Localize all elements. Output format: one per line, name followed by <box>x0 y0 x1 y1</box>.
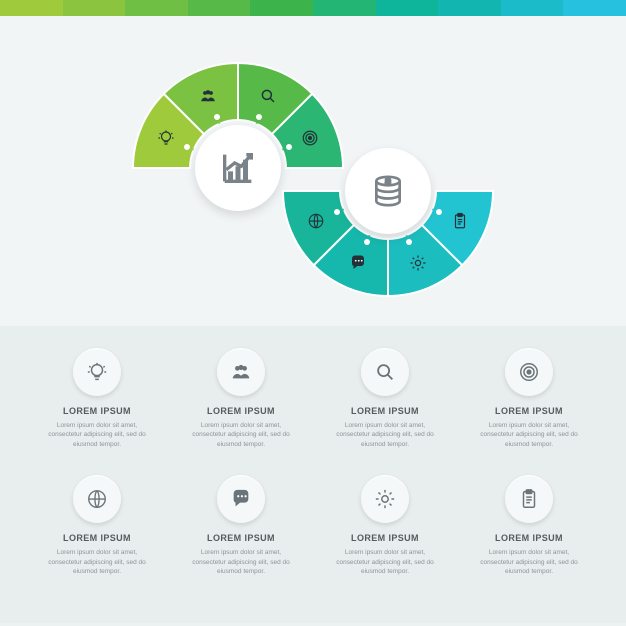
search-icon <box>361 348 409 396</box>
globe-icon <box>305 210 327 232</box>
bulb-icon <box>155 127 177 149</box>
legend-body: Lorem ipsum dolor sit amet, consectetur … <box>40 548 154 576</box>
legend-body: Lorem ipsum dolor sit amet, consectetur … <box>184 548 298 576</box>
gear-icon <box>409 254 427 272</box>
legend-title: LOREM IPSUM <box>63 406 131 416</box>
bulb-icon <box>86 361 108 383</box>
people-icon <box>199 87 217 105</box>
legend-cell: LOREM IPSUM Lorem ipsum dolor sit amet, … <box>472 475 586 576</box>
connector-dot <box>182 142 192 152</box>
connector-dot <box>254 112 264 122</box>
clipboard-icon <box>518 488 540 510</box>
connector-dot <box>284 142 294 152</box>
chat-icon <box>349 254 367 272</box>
topbar-swatch <box>125 0 188 16</box>
legend-body: Lorem ipsum dolor sit amet, consectetur … <box>472 421 586 449</box>
clipboard-icon <box>449 210 471 232</box>
connector-dot <box>404 237 414 247</box>
topbar-swatch <box>313 0 376 16</box>
legend-title: LOREM IPSUM <box>207 406 275 416</box>
gear-icon <box>407 252 429 274</box>
connector-dot <box>362 237 372 247</box>
legend-cell: LOREM IPSUM Lorem ipsum dolor sit amet, … <box>328 475 442 576</box>
legend-title: LOREM IPSUM <box>351 533 419 543</box>
legend-body: Lorem ipsum dolor sit amet, consectetur … <box>472 548 586 576</box>
chat-icon <box>217 475 265 523</box>
topbar-swatch <box>250 0 313 16</box>
topbar-swatch <box>188 0 251 16</box>
chart-icon <box>218 148 258 188</box>
target-icon <box>505 348 553 396</box>
target-icon <box>301 129 319 147</box>
target-icon <box>518 361 540 383</box>
search-icon <box>257 85 279 107</box>
legend-cell: LOREM IPSUM Lorem ipsum dolor sit amet, … <box>184 475 298 576</box>
legend-title: LOREM IPSUM <box>495 533 563 543</box>
legend-title: LOREM IPSUM <box>351 406 419 416</box>
hub-left <box>195 125 281 211</box>
search-icon <box>259 87 277 105</box>
chat-icon <box>230 488 252 510</box>
legend-body: Lorem ipsum dolor sit amet, consectetur … <box>328 421 442 449</box>
globe-icon <box>86 488 108 510</box>
legend-cell: LOREM IPSUM Lorem ipsum dolor sit amet, … <box>40 475 154 576</box>
arc-diagram <box>0 16 626 326</box>
legend-cell: LOREM IPSUM Lorem ipsum dolor sit amet, … <box>472 348 586 449</box>
topbar-swatch <box>63 0 126 16</box>
svg-text:$: $ <box>386 176 391 186</box>
clipboard-icon <box>505 475 553 523</box>
legend-title: LOREM IPSUM <box>495 406 563 416</box>
legend-body: Lorem ipsum dolor sit amet, consectetur … <box>40 421 154 449</box>
bulb-icon <box>157 129 175 147</box>
legend-title: LOREM IPSUM <box>63 533 131 543</box>
topbar-swatch <box>376 0 439 16</box>
chat-icon <box>347 252 369 274</box>
search-icon <box>374 361 396 383</box>
topbar-swatch <box>563 0 626 16</box>
legend-body: Lorem ipsum dolor sit amet, consectetur … <box>184 421 298 449</box>
connector-dot <box>212 112 222 122</box>
clipboard-icon <box>451 212 469 230</box>
top-color-bar <box>0 0 626 16</box>
legend-cell: LOREM IPSUM Lorem ipsum dolor sit amet, … <box>184 348 298 449</box>
legend-body: Lorem ipsum dolor sit amet, consectetur … <box>328 548 442 576</box>
topbar-swatch <box>0 0 63 16</box>
bulb-icon <box>73 348 121 396</box>
legend-title: LOREM IPSUM <box>207 533 275 543</box>
people-icon <box>217 348 265 396</box>
target-icon <box>299 127 321 149</box>
connector-dot <box>434 207 444 217</box>
gear-icon <box>374 488 396 510</box>
infographic-stage: $ <box>0 16 626 326</box>
gear-icon <box>361 475 409 523</box>
globe-icon <box>307 212 325 230</box>
hub-right: $ <box>345 148 431 234</box>
connector-dot <box>332 207 342 217</box>
globe-icon <box>73 475 121 523</box>
legend-cell: LOREM IPSUM Lorem ipsum dolor sit amet, … <box>328 348 442 449</box>
legend-grid: LOREM IPSUM Lorem ipsum dolor sit amet, … <box>0 326 626 623</box>
people-icon <box>197 85 219 107</box>
topbar-swatch <box>438 0 501 16</box>
topbar-swatch <box>501 0 564 16</box>
people-icon <box>230 361 252 383</box>
coins-icon: $ <box>368 171 408 211</box>
legend-cell: LOREM IPSUM Lorem ipsum dolor sit amet, … <box>40 348 154 449</box>
